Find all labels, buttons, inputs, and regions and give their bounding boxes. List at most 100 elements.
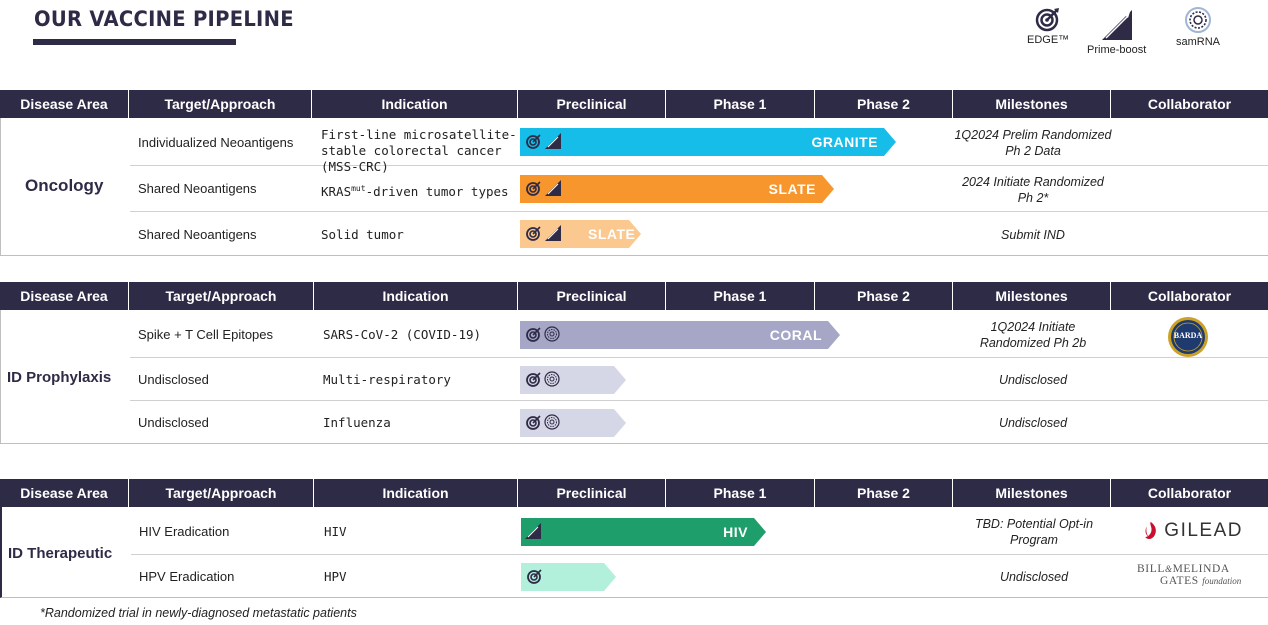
- header-collaborator: Collaborator: [1147, 288, 1232, 304]
- header-phase2: Phase 2: [815, 282, 953, 310]
- barda-logo: BARDA: [1167, 316, 1209, 358]
- milestone-cell: Submit IND: [1001, 228, 1065, 242]
- gates-foundation-logo: Bill&Melinda Gates foundation: [1137, 563, 1242, 587]
- target-cell: Shared Neoantigens: [138, 227, 257, 242]
- edge-target-icon: [1035, 8, 1060, 32]
- header-milestones: Milestones: [953, 282, 1111, 310]
- indication-cell: HPV: [324, 569, 347, 584]
- section-oncology: Disease Area Target/Approach Indication …: [0, 90, 1268, 256]
- table-row: [130, 118, 1268, 166]
- header-milestones: Milestones: [953, 90, 1111, 118]
- header-preclinical: Preclinical: [518, 479, 666, 507]
- header-indication: Indication: [314, 282, 518, 310]
- edge-target-icon: [526, 180, 542, 201]
- milestone-cell: 1Q2024 Prelim Randomized Ph 2 Data: [954, 128, 1112, 158]
- header-target: Target/Approach: [129, 479, 314, 507]
- header-target: Target/Approach: [129, 90, 312, 118]
- title-underline: [33, 39, 236, 45]
- table-row: [130, 310, 1268, 358]
- milestone-cell: Undisclosed: [999, 570, 1069, 584]
- program-label: SLATE: [588, 226, 636, 242]
- edge-target-icon: [526, 225, 542, 246]
- milestone-cell: 1Q2024 Initiate Randomized Ph 2b: [979, 320, 1087, 350]
- legend-samrna: samRNA: [1176, 6, 1220, 48]
- progress-bar-slate-early: SLATE: [520, 220, 641, 248]
- prime-boost-icon: [545, 180, 561, 201]
- prime-boost-icon: [545, 225, 561, 246]
- table-header: Disease Area Target/Approach Indication …: [0, 90, 1268, 118]
- header-disease-area: Disease Area: [0, 479, 129, 507]
- indication-cell: SARS-CoV-2 (COVID-19): [323, 327, 482, 342]
- target-cell: Spike + T Cell Epitopes: [138, 327, 274, 342]
- program-label: GRANITE: [811, 134, 878, 150]
- header-disease-area: Disease Area: [0, 282, 129, 310]
- section-body: ID Therapeutic HIV Eradication HIV HIV T…: [0, 507, 1268, 598]
- samrna-icon: [1185, 7, 1211, 33]
- indication-cell: Solid tumor: [321, 227, 404, 242]
- barda-logo-text: BARDA: [1173, 331, 1203, 340]
- progress-bar-coral: CORAL: [520, 321, 840, 349]
- target-cell: Undisclosed: [138, 372, 209, 387]
- header-collaborator: Collaborator: [1147, 96, 1232, 112]
- gilead-logo: GILEAD: [1143, 517, 1243, 545]
- target-cell: HPV Eradication: [139, 569, 235, 584]
- legend-label: EDGE™: [1027, 34, 1070, 46]
- milestone-cell: Undisclosed: [998, 416, 1068, 430]
- indication-cell: Multi-respiratory: [323, 372, 451, 387]
- progress-arrow-shape: [521, 518, 766, 546]
- header-preclinical: Preclinical: [518, 282, 666, 310]
- indication-cell: KRASmut-driven tumor types: [321, 184, 509, 200]
- page-title: OUR VACCINE PIPELINE: [34, 7, 294, 31]
- milestone-cell: Undisclosed: [998, 373, 1068, 387]
- section-id-prophylaxis: Disease Area Target/Approach Indication …: [0, 282, 1268, 444]
- indication-cell: First-line microsatellite-stable colorec…: [321, 127, 517, 174]
- table-row: [130, 358, 1268, 401]
- progress-arrow-shape: [520, 175, 834, 203]
- disease-area-label: ID Prophylaxis: [7, 369, 112, 386]
- disease-area-label: Oncology: [25, 176, 104, 195]
- target-cell: Undisclosed: [138, 415, 209, 430]
- table-row: [131, 507, 1268, 555]
- header-phase1: Phase 1: [666, 282, 815, 310]
- header-phase2: Phase 2: [815, 479, 953, 507]
- gilead-logo-text: GILEAD: [1164, 520, 1243, 541]
- legend-label: Prime-boost: [1087, 44, 1147, 56]
- disease-area-label: ID Therapeutic: [8, 545, 113, 562]
- header-collaborator: Collaborator: [1147, 485, 1232, 501]
- header-indication: Indication: [312, 90, 518, 118]
- program-label: SLATE: [768, 181, 816, 197]
- gilead-mark-icon: [1145, 521, 1156, 540]
- header-disease-area: Disease Area: [0, 90, 129, 118]
- legend-prime-boost: Prime-boost: [1087, 6, 1146, 56]
- table-row: [130, 166, 1268, 212]
- edge-target-icon: [526, 133, 542, 154]
- legend-edge: EDGE™: [1027, 6, 1069, 46]
- prime-boost-icon: [1101, 10, 1132, 40]
- section-body: Oncology Individualized Neoantigens Firs…: [0, 118, 1268, 256]
- section-body: ID Prophylaxis Spike + T Cell Epitopes S…: [0, 310, 1268, 444]
- edge-target-icon: [526, 371, 542, 392]
- legend-label: samRNA: [1176, 36, 1221, 48]
- prime-boost-icon: [545, 133, 561, 154]
- progress-bar-hpv: [521, 563, 616, 591]
- edge-target-icon: [527, 568, 543, 589]
- progress-bar-multi-respiratory: [520, 366, 626, 394]
- progress-arrow-shape: [520, 128, 896, 156]
- progress-arrow-shape: [521, 563, 616, 591]
- progress-bar-granite: GRANITE: [520, 128, 896, 156]
- samrna-icon: [544, 371, 560, 392]
- target-cell: Individualized Neoantigens: [138, 135, 294, 150]
- progress-bar-influenza: [520, 409, 626, 437]
- milestone-cell: 2024 Initiate Randomized Ph 2*: [962, 175, 1104, 205]
- target-cell: HIV Eradication: [139, 524, 230, 539]
- table-header: Disease Area Target/Approach Indication …: [0, 479, 1268, 507]
- edge-target-icon: [526, 326, 542, 347]
- progress-bar-hiv: HIV: [521, 518, 766, 546]
- footnote: *Randomized trial in newly-diagnosed met…: [40, 606, 357, 620]
- indication-cell: Influenza: [323, 415, 391, 430]
- indication-cell: HIV: [324, 524, 347, 539]
- progress-bar-slate: SLATE: [520, 175, 834, 203]
- header-phase1: Phase 1: [666, 479, 815, 507]
- table-header: Disease Area Target/Approach Indication …: [0, 282, 1268, 310]
